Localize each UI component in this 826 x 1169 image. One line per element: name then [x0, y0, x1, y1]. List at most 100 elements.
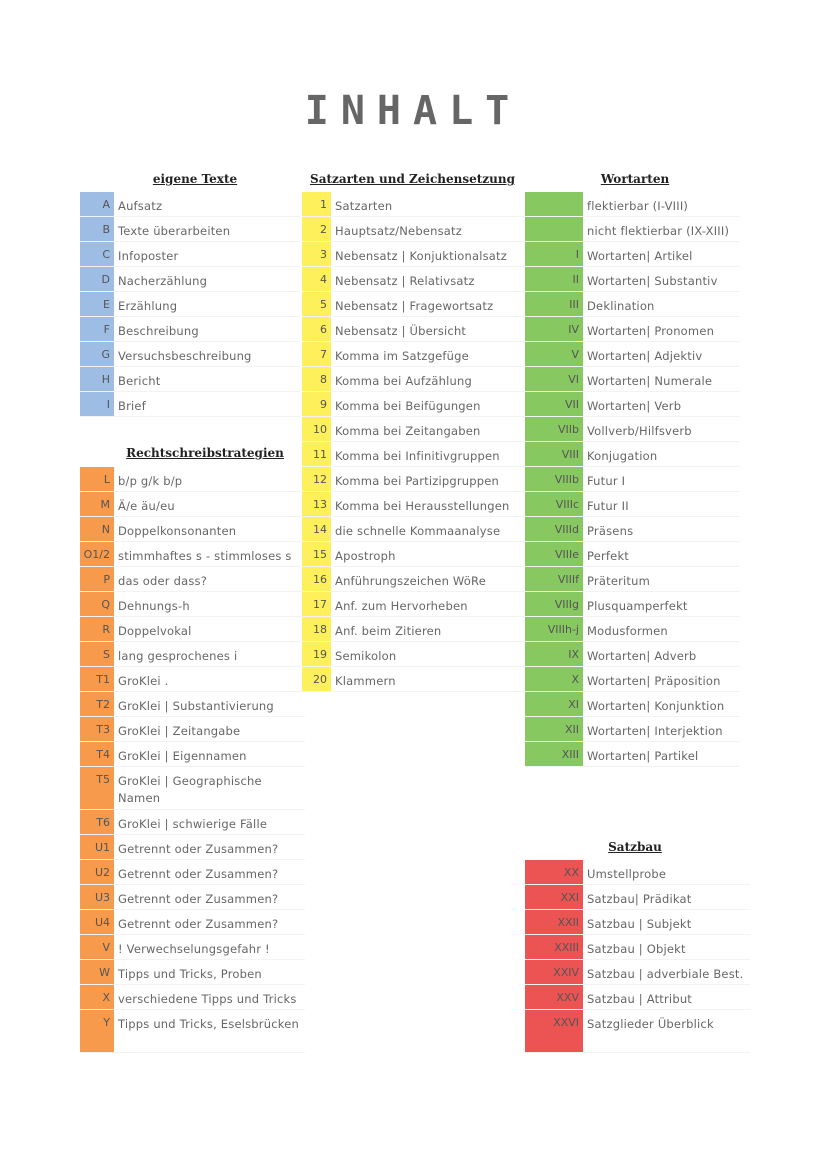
- item-code: VIIIb: [525, 467, 583, 491]
- list-item: 2 Hauptsatz/Nebensatz: [302, 217, 524, 242]
- item-label: Satzglieder Überblick: [587, 1017, 714, 1031]
- list-item: VIIIc Futur II: [525, 492, 740, 517]
- item-code: 11: [302, 442, 331, 466]
- list-item: C Infoposter: [80, 242, 300, 267]
- item-code: T5: [80, 767, 114, 809]
- item-code: 14: [302, 517, 331, 541]
- list-item: H Bericht: [80, 367, 300, 392]
- item-label: Satzbau | Subjekt: [587, 917, 692, 931]
- item-label: b/p g/k b/p: [118, 474, 183, 488]
- item-code: XII: [525, 717, 583, 741]
- item-code: [525, 192, 583, 216]
- item-code: U3: [80, 885, 114, 909]
- list-item: T3 GroKlei | Zeitangabe: [80, 717, 305, 742]
- item-label: Aufsatz: [118, 199, 163, 213]
- item-code: 13: [302, 492, 331, 516]
- item-label: Ä/e äu/eu: [118, 499, 175, 513]
- item-code: 8: [302, 367, 331, 391]
- item-label: Texte überarbeiten: [118, 224, 231, 238]
- item-code: 9: [302, 392, 331, 416]
- item-label: das oder dass?: [118, 574, 208, 588]
- item-code: I: [525, 242, 583, 266]
- item-label: Wortarten| Partikel: [587, 749, 699, 763]
- item-label: Dehnungs-h: [118, 599, 190, 613]
- list-item: VIIIh-j Modusformen: [525, 617, 740, 642]
- item-code: XI: [525, 692, 583, 716]
- list-item: VIIb Vollverb/Hilfsverb: [525, 417, 740, 442]
- item-code: Q: [80, 592, 114, 616]
- item-code: I: [80, 392, 114, 416]
- item-code: V: [80, 935, 114, 959]
- list-item: nicht flektierbar (IX-XIII): [525, 217, 740, 242]
- item-code: IX: [525, 642, 583, 666]
- list-item: V Wortarten| Adjektiv: [525, 342, 740, 367]
- item-code: 7: [302, 342, 331, 366]
- list-item: 8 Komma bei Aufzählung: [302, 367, 524, 392]
- list-item: XXIII Satzbau | Objekt: [525, 935, 750, 960]
- item-label: GroKlei | Eigennamen: [118, 749, 247, 763]
- list-item: XI Wortarten| Konjunktion: [525, 692, 740, 717]
- item-label: Wortarten| Substantiv: [587, 274, 718, 288]
- item-label: Konjugation: [587, 449, 658, 463]
- heading-satzbau: Satzbau: [608, 840, 662, 854]
- item-label: nicht flektierbar (IX-XIII): [587, 224, 730, 238]
- item-code: S: [80, 642, 114, 666]
- list-item: M Ä/e äu/eu: [80, 492, 305, 517]
- item-label: Plusquamperfekt: [587, 599, 688, 613]
- list-item: 14 die schnelle Kommaanalyse: [302, 517, 524, 542]
- item-label: Komma bei Zeitangaben: [335, 424, 481, 438]
- list-item: 18 Anf. beim Zitieren: [302, 617, 524, 642]
- list-item: W Tipps und Tricks, Proben: [80, 960, 305, 985]
- list-item: N Doppelkonsonanten: [80, 517, 305, 542]
- item-code: 15: [302, 542, 331, 566]
- heading-satzarten: Satzarten und Zeichensetzung: [310, 172, 515, 186]
- list-item: VIIIb Futur I: [525, 467, 740, 492]
- item-code: VII: [525, 392, 583, 416]
- item-label: Beschreibung: [118, 324, 199, 338]
- item-label: Komma im Satzgefüge: [335, 349, 469, 363]
- item-label: GroKlei | Zeitangabe: [118, 724, 241, 738]
- item-code: V: [525, 342, 583, 366]
- item-label: Hauptsatz/Nebensatz: [335, 224, 462, 238]
- list-item: II Wortarten| Substantiv: [525, 267, 740, 292]
- item-code: F: [80, 317, 114, 341]
- list-item: U4 Getrennt oder Zusammen?: [80, 910, 305, 935]
- item-label: Wortarten| Pronomen: [587, 324, 715, 338]
- list-item: III Deklination: [525, 292, 740, 317]
- item-label: Anf. beim Zitieren: [335, 624, 442, 638]
- item-label: Satzbau | Attribut: [587, 992, 693, 1006]
- item-code: VIIIf: [525, 567, 583, 591]
- item-code: XIII: [525, 742, 583, 766]
- item-code: [525, 217, 583, 241]
- item-code: VIII: [525, 442, 583, 466]
- item-label: Satzbau | Objekt: [587, 942, 686, 956]
- item-code: XXIII: [525, 935, 583, 959]
- item-code: VIIId: [525, 517, 583, 541]
- list-item: XXI Satzbau| Prädikat: [525, 885, 750, 910]
- item-code: L: [80, 467, 114, 491]
- heading-rechtschreibstrategien: Rechtschreibstrategien: [126, 446, 284, 460]
- list-item: VIIIe Perfekt: [525, 542, 740, 567]
- item-label: Nebensatz | Konjuktionalsatz: [335, 249, 508, 263]
- item-label: Nebensatz | Relativsatz: [335, 274, 475, 288]
- list-item: Y Tipps und Tricks, Eselsbrücken: [80, 1010, 305, 1053]
- item-code: III: [525, 292, 583, 316]
- item-code: IV: [525, 317, 583, 341]
- item-label: Wortarten| Adjektiv: [587, 349, 703, 363]
- item-label: Präteritum: [587, 574, 651, 588]
- item-label: Anf. zum Hervorheben: [335, 599, 468, 613]
- item-label: Futur I: [587, 474, 626, 488]
- item-code: U2: [80, 860, 114, 884]
- item-code: M: [80, 492, 114, 516]
- list-item: XX Umstellprobe: [525, 860, 750, 885]
- list-item: IV Wortarten| Pronomen: [525, 317, 740, 342]
- item-code: VIIIg: [525, 592, 583, 616]
- item-label: GroKlei | Substantivierung: [118, 699, 274, 713]
- item-code: 2: [302, 217, 331, 241]
- item-label: flektierbar (I-VIII): [587, 199, 689, 213]
- list-item: 4 Nebensatz | Relativsatz: [302, 267, 524, 292]
- list-item: VIII Konjugation: [525, 442, 740, 467]
